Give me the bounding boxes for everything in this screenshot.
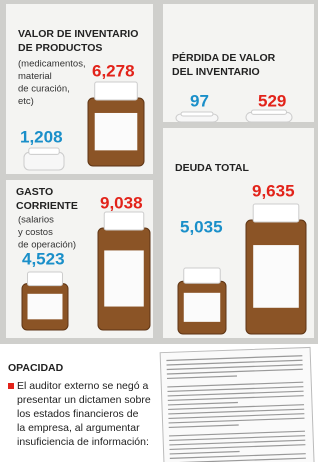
panel-note: de curación, — [18, 84, 70, 95]
bottle-label — [253, 245, 299, 308]
footer-line: insuficiencia de información: — [17, 436, 149, 448]
panel-title: VALOR DE INVENTARIO — [18, 28, 138, 40]
bottle-cap — [104, 212, 144, 230]
bottle-label — [95, 113, 138, 150]
blue-value: 4,523 — [22, 249, 65, 268]
infographic: VALOR DE INVENTARIO DE PRODUCTOS (medicame… — [0, 0, 318, 462]
blue-value: 1,208 — [20, 127, 63, 146]
red-value: 6,278 — [92, 61, 135, 80]
blue-value: 97 — [190, 91, 209, 110]
bottle-label — [28, 294, 63, 320]
panel-note: etc) — [18, 96, 34, 107]
panel-title: CORRIENTE — [16, 200, 78, 212]
bottle-cap — [95, 82, 138, 100]
bottle-cap — [28, 272, 63, 286]
bottle-label — [104, 250, 144, 306]
panel-title: DEL INVENTARIO — [172, 66, 260, 78]
panel-note: y costos — [18, 227, 53, 238]
footer-line: los estados financieros de — [17, 408, 139, 420]
red-value: 9,635 — [252, 181, 295, 200]
panel-note: (salarios — [18, 215, 54, 226]
red-value: 529 — [258, 91, 286, 110]
red-value: 9,038 — [100, 193, 143, 212]
blue-value: 5,035 — [180, 217, 223, 236]
footer-title: OPACIDAD — [8, 362, 64, 374]
bottle-label — [184, 293, 220, 322]
document — [160, 347, 314, 462]
bottle-body — [24, 152, 64, 170]
panel-note: material — [18, 71, 52, 82]
bottle-cap — [181, 112, 213, 116]
panel-title: PÉRDIDA DE VALOR — [172, 51, 276, 64]
footer-line: la empresa, al argumentar — [17, 422, 140, 434]
footer-line: El auditor externo se negó a — [17, 380, 148, 392]
bottle-cap — [184, 268, 220, 283]
panel-note: (medicamentos, — [18, 59, 86, 70]
bullet — [8, 383, 14, 389]
bottle-cap — [29, 148, 59, 154]
panel-title: DEUDA TOTAL — [175, 162, 249, 174]
bottle-cap — [252, 110, 287, 114]
bottle-cap — [253, 204, 299, 222]
footer-line: presentar un dictamen sobre — [17, 394, 151, 406]
panel-title: GASTO — [16, 186, 53, 198]
panel-title: DE PRODUCTOS — [18, 42, 102, 54]
